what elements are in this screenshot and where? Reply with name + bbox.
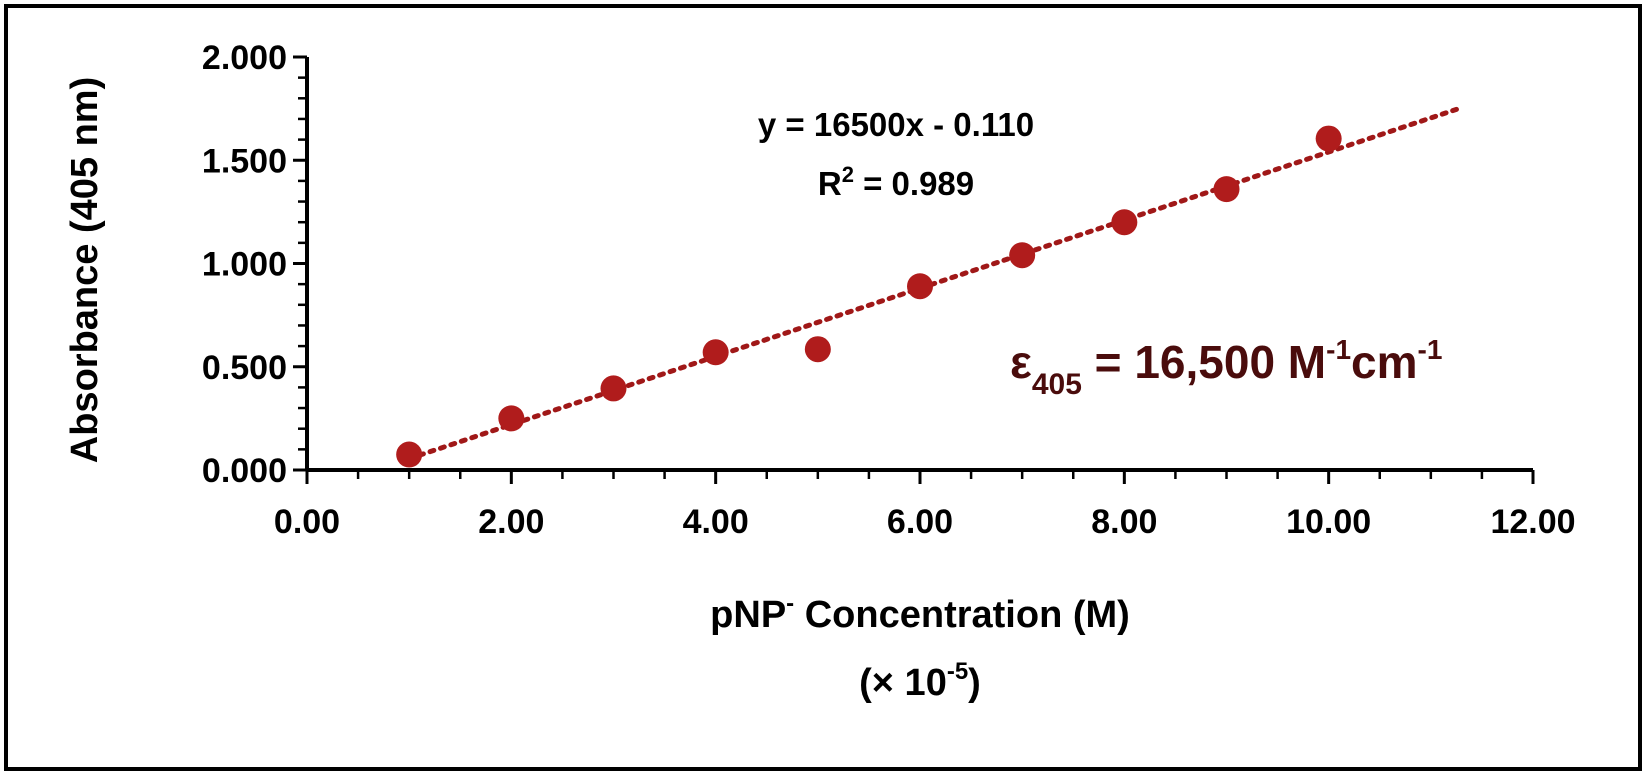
x-scale-prefix: (× 10	[859, 662, 947, 704]
x-axis-title-rest: Concentration (M)	[794, 594, 1130, 636]
y-tick-label: 1.500	[202, 142, 287, 180]
x-axis-title-main: pNP	[710, 594, 786, 636]
x-tick-label: 2.00	[478, 503, 544, 541]
r-squared-label: R2 = 0.989	[818, 162, 974, 202]
y-tick-label: 0.500	[202, 349, 287, 387]
data-points	[396, 125, 1342, 468]
extinction-coefficient-label: ε405 = 16,500 M-1cm-1	[1010, 334, 1442, 401]
data-point	[702, 339, 729, 366]
r2-suffix: = 0.989	[854, 165, 974, 202]
epsilon-value: = 16,500 M	[1082, 336, 1326, 388]
x-tick-label: 12.00	[1490, 503, 1575, 541]
x-scale-suffix: )	[968, 662, 981, 704]
y-tick-label: 1.000	[202, 246, 287, 284]
data-point	[1315, 125, 1342, 152]
r2-superscript: 2	[842, 162, 854, 187]
data-point	[804, 336, 831, 363]
epsilon-superscript-2: -1	[1418, 334, 1443, 365]
linear-trendline	[406, 105, 1464, 462]
x-tick-label: 10.00	[1286, 503, 1371, 541]
epsilon-symbol: ε	[1010, 336, 1032, 388]
x-tick-label: 6.00	[887, 503, 953, 541]
y-tick-group: 0.000 0.500 1.000 1.500 2.000	[202, 39, 307, 490]
data-point	[1213, 176, 1240, 203]
y-axis-title: Absorbance (405 nm)	[64, 77, 106, 463]
x-scale-superscript: -5	[947, 658, 968, 685]
x-axis-title: pNP- Concentration (M)	[710, 590, 1130, 636]
y-tick-label: 2.000	[202, 39, 287, 77]
data-point	[1009, 242, 1036, 269]
data-point	[396, 441, 423, 468]
x-tick-label: 0.00	[274, 503, 340, 541]
x-axis-scale-note: (× 10-5)	[859, 658, 981, 704]
data-point	[907, 273, 933, 300]
r2-prefix: R	[818, 165, 842, 202]
y-tick-label: 0.000	[202, 452, 287, 490]
epsilon-superscript-1: -1	[1326, 334, 1351, 365]
x-tick-group: 0.00 2.00 4.00 6.00 8.00 10.00 12.00	[274, 470, 1576, 541]
x-tick-label: 8.00	[1091, 503, 1157, 541]
x-axis-title-superscript: -	[786, 590, 794, 617]
data-point	[498, 405, 525, 432]
chart-frame	[4, 4, 1642, 771]
trendline-group	[406, 105, 1464, 462]
trendline-equation: y = 16500x - 0.110	[758, 106, 1034, 143]
data-point	[1111, 209, 1138, 236]
data-point	[600, 375, 627, 402]
x-tick-label: 4.00	[683, 503, 749, 541]
epsilon-unit: cm	[1351, 336, 1417, 388]
epsilon-subscript: 405	[1032, 368, 1082, 401]
